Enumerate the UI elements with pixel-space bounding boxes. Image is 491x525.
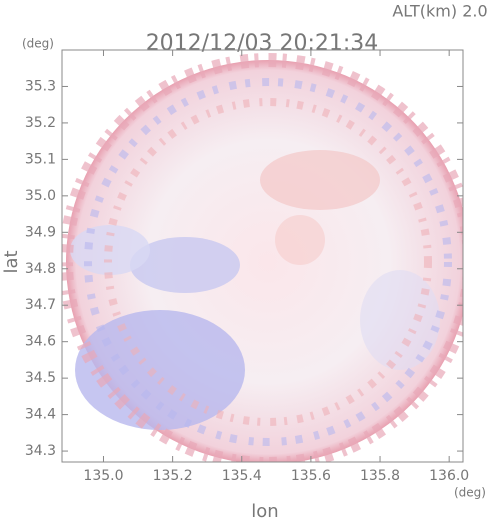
x-tick-label: 135.8 xyxy=(360,468,400,484)
y-unit: (deg) xyxy=(22,37,54,51)
y-tick-label: 34.6 xyxy=(25,334,56,350)
y-tick-label: 34.8 xyxy=(25,261,56,277)
altitude-label: ALT(km) 2.0 xyxy=(392,2,487,21)
y-tick-label: 35.1 xyxy=(25,151,56,167)
x-unit: (deg) xyxy=(454,486,486,500)
y-tick-label: 34.4 xyxy=(25,407,56,423)
y-tick-label: 34.9 xyxy=(25,224,56,240)
y-tick-label: 35.0 xyxy=(25,188,56,204)
x-tick-label: 136.0 xyxy=(429,468,469,484)
y-axis-label: lat xyxy=(1,250,22,273)
y-tick-label: 35.2 xyxy=(25,115,56,131)
y-tick-label: 34.7 xyxy=(25,297,56,313)
y-tick-label: 35.3 xyxy=(25,78,56,94)
x-tick-label: 135.0 xyxy=(83,468,123,484)
radar-field xyxy=(62,53,463,462)
chart-title: 2012/12/03 20:21:34 xyxy=(146,31,379,56)
y-tick-label: 34.3 xyxy=(25,443,56,459)
x-axis-label: lon xyxy=(251,501,278,521)
x-tick-label: 135.6 xyxy=(291,468,331,484)
x-tick-label: 135.2 xyxy=(153,468,193,484)
y-tick-label: 34.5 xyxy=(25,370,56,386)
plot-frame xyxy=(61,49,464,463)
x-tick-label: 135.4 xyxy=(222,468,262,484)
